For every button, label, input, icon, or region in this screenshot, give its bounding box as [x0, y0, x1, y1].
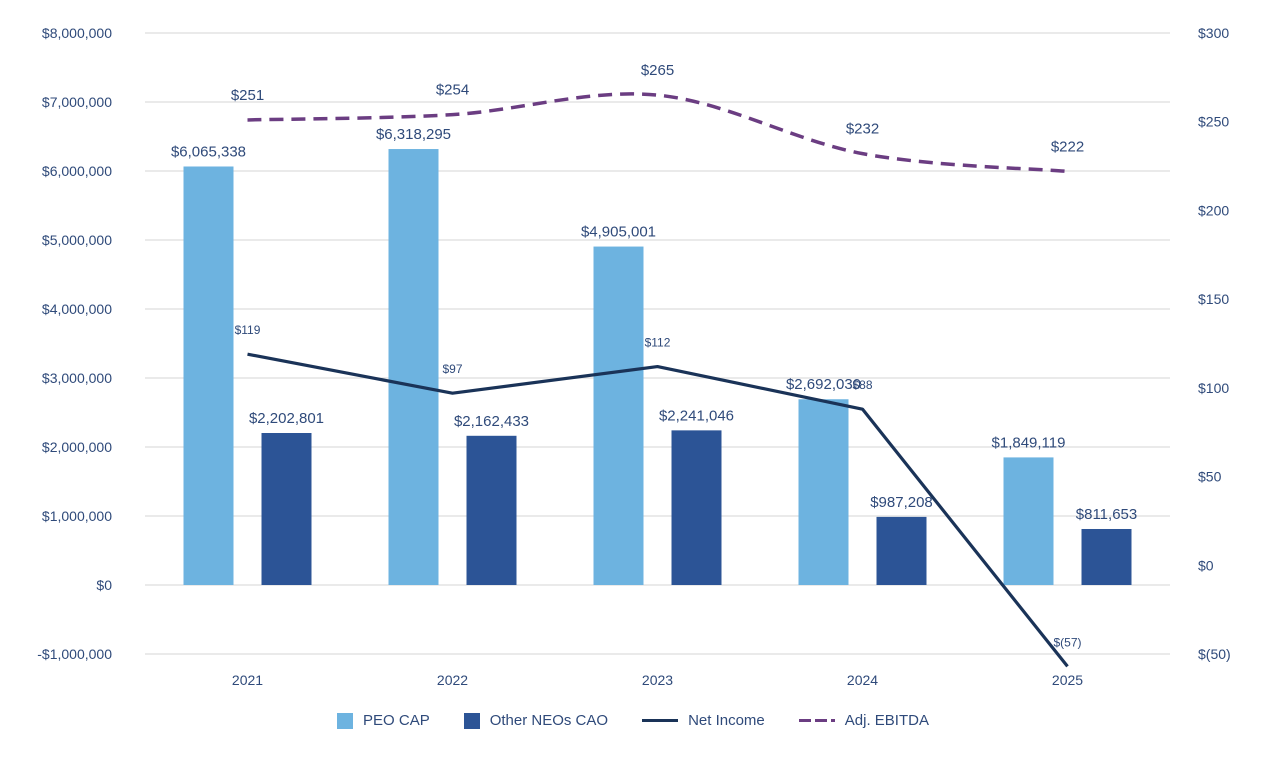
x-tick-label: 2023	[642, 672, 673, 688]
adj-ebitda-data-label: $265	[641, 62, 674, 79]
bar-series	[183, 149, 1132, 585]
adj-ebitda-data-label: $222	[1051, 138, 1084, 155]
legend-item-peo-cap[interactable]: PEO CAP	[337, 712, 430, 729]
right-y-tick-label: $50	[1198, 469, 1222, 485]
bar-data-label: $4,905,001	[581, 224, 656, 241]
right-y-tick-label: $0	[1198, 557, 1214, 573]
right-y-tick-label: $150	[1198, 291, 1229, 307]
bar-data-label: $811,653	[1076, 506, 1137, 523]
x-tick-label: 2021	[232, 672, 263, 688]
net-income-data-label: $88	[852, 378, 872, 392]
right-y-tick-label: $300	[1198, 25, 1229, 41]
x-tick-label: 2025	[1052, 672, 1083, 688]
left-y-tick-label: $6,000,000	[42, 163, 112, 179]
left-y-axis: -$1,000,000 $0 $1,000,000 $2,000,000 $3,000,…	[37, 25, 112, 662]
legend-item-net-income[interactable]: Net Income	[642, 712, 765, 729]
bar	[1003, 457, 1054, 585]
right-y-tick-label: $100	[1198, 380, 1229, 396]
line-series	[247, 92, 1069, 668]
adj-ebitda-data-label: $232	[846, 121, 879, 138]
bar	[876, 516, 927, 585]
right-y-tick-label: $200	[1198, 202, 1229, 218]
bar-data-label: $2,692,030	[786, 376, 861, 393]
x-axis: 2021 2022 2023 2024 2025	[232, 672, 1083, 688]
legend-swatch-other-neos-cao	[463, 712, 480, 729]
bar	[671, 430, 722, 585]
left-y-tick-label: $0	[96, 577, 112, 593]
legend: PEO CAP Other NEOs CAO Net Income Adj. E…	[0, 712, 1266, 729]
bar-data-label: $2,241,046	[659, 407, 734, 424]
data-labels: $6,065,338 $6,318,295 $4,905,001 $2,692,030…	[171, 62, 1137, 649]
right-y-tick-label: $250	[1198, 114, 1229, 130]
legend-label-other-neos-cao: Other NEOs CAO	[489, 712, 609, 729]
net-income-line	[247, 352, 1069, 668]
left-y-tick-label: $2,000,000	[42, 439, 112, 455]
bar	[388, 149, 439, 585]
net-income-data-label: $119	[235, 323, 261, 337]
left-y-tick-label: $7,000,000	[42, 94, 112, 110]
bar	[261, 433, 312, 585]
adj-ebitda-data-label: $251	[231, 87, 264, 104]
right-y-tick-label: $(50)	[1198, 646, 1231, 662]
bar-data-label: $1,849,119	[992, 434, 1066, 451]
bar-data-label: $987,208	[870, 494, 933, 511]
bar	[593, 246, 644, 585]
bar	[466, 435, 517, 585]
bar	[1081, 528, 1132, 585]
legend-swatch-adj-ebitda	[798, 719, 835, 722]
net-income-data-label: $112	[645, 336, 671, 350]
left-y-tick-label: $3,000,000	[42, 370, 112, 386]
net-income-data-label: $97	[442, 362, 462, 376]
left-y-tick-label: $8,000,000	[42, 25, 112, 41]
legend-swatch-net-income	[642, 719, 679, 722]
bar	[798, 399, 849, 585]
left-y-tick-label: $5,000,000	[42, 232, 112, 248]
x-tick-label: 2022	[437, 672, 468, 688]
left-y-tick-label: $1,000,000	[42, 508, 112, 524]
left-y-tick-label: -$1,000,000	[37, 646, 112, 662]
legend-label-peo-cap: PEO CAP	[363, 712, 430, 729]
bar-data-label: $2,162,433	[454, 413, 529, 430]
x-tick-label: 2024	[847, 672, 878, 688]
net-income-data-label: $(57)	[1053, 635, 1081, 649]
bar-data-label: $6,065,338	[171, 143, 246, 160]
legend-label-adj-ebitda: Adj. EBITDA	[844, 712, 929, 729]
bar-data-label: $6,318,295	[376, 126, 451, 143]
legend-label-net-income: Net Income	[688, 712, 765, 729]
right-y-axis: $(50) $0 $50 $100 $150 $200 $250 $300	[1198, 25, 1231, 662]
adj-ebitda-data-label: $254	[436, 82, 469, 99]
gridlines	[145, 32, 1170, 655]
legend-swatch-peo-cap	[337, 712, 354, 729]
bar-data-label: $2,202,801	[249, 410, 324, 427]
legend-item-adj-ebitda[interactable]: Adj. EBITDA	[798, 712, 929, 729]
bar	[183, 166, 234, 585]
adj-ebitda-line	[247, 92, 1068, 174]
legend-item-other-neos-cao[interactable]: Other NEOs CAO	[463, 712, 609, 729]
left-y-tick-label: $4,000,000	[42, 301, 112, 317]
